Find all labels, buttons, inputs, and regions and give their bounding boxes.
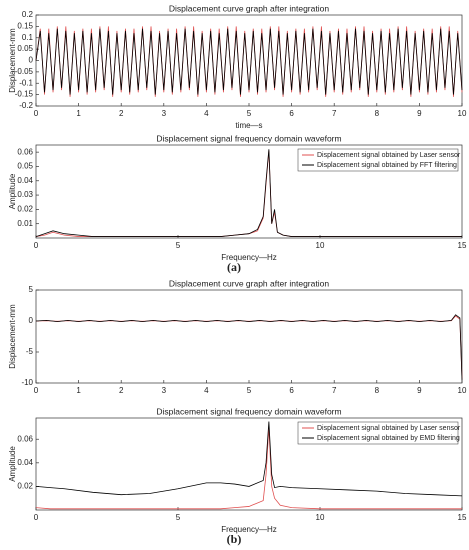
- x-tick-label: 5: [247, 386, 252, 395]
- x-tick-label: 15: [458, 241, 467, 250]
- y-tick-label: 0.06: [17, 147, 33, 156]
- x-tick-label: 3: [162, 109, 167, 118]
- y-tick-label: -0.15: [15, 90, 34, 99]
- x-tick-label: 0: [34, 386, 39, 395]
- y-tick-label: -10: [21, 378, 33, 387]
- y-tick-label: 0.05: [17, 162, 33, 171]
- x-tick-label: 4: [204, 386, 209, 395]
- x-tick-label: 0: [34, 241, 39, 250]
- y-tick-label: 0.15: [17, 21, 33, 30]
- legend-box: [297, 421, 459, 445]
- x-tick-label: 2: [119, 386, 124, 395]
- y-tick-label: 0.02: [17, 482, 33, 491]
- y-tick-label: 0.02: [17, 204, 33, 213]
- chart-title: Displacement curve graph after integrati…: [169, 3, 329, 13]
- x-tick-label: 7: [332, 386, 337, 395]
- y-axis-label: Displacement-mm: [8, 304, 17, 369]
- x-tick-label: 7: [332, 109, 337, 118]
- legend-label: Displacement signal obtained by Laser se…: [317, 152, 461, 159]
- x-tick-label: 2: [119, 109, 124, 118]
- x-tick-label: 10: [458, 109, 467, 118]
- x-tick-label: 5: [247, 109, 252, 118]
- series-line: [35, 314, 463, 380]
- plot-area: [35, 289, 463, 384]
- y-tick-label: 0: [29, 56, 34, 65]
- x-tick-label: 0: [34, 513, 39, 522]
- legend-box: [297, 148, 459, 172]
- panel-label: (a): [227, 260, 241, 274]
- legend-label: Displacement signal obtained by EMD filt…: [317, 435, 460, 442]
- y-tick-label: 0.05: [17, 44, 33, 53]
- y-tick-label: 0.01: [17, 219, 33, 228]
- y-tick-label: 0.06: [17, 434, 33, 443]
- y-tick-label: 5: [29, 285, 34, 294]
- x-tick-label: 4: [204, 109, 209, 118]
- x-tick-label: 8: [375, 386, 380, 395]
- y-tick-label: -0.1: [19, 78, 33, 87]
- y-axis-label: Displacement-mm: [8, 28, 17, 93]
- x-axis-label: time—s: [235, 121, 262, 130]
- x-tick-label: 10: [316, 241, 325, 250]
- x-tick-label: 1: [76, 386, 81, 395]
- x-tick-label: 5: [176, 513, 181, 522]
- series-line: [35, 421, 463, 497]
- series-line: [35, 28, 463, 95]
- legend-label: Displacement signal obtained by FFT filt…: [317, 162, 457, 169]
- y-tick-label: 0.04: [17, 458, 33, 467]
- y-tick-label: 0: [29, 316, 34, 325]
- x-axis-label: Frequency—Hz: [221, 253, 277, 262]
- x-tick-label: 9: [417, 386, 422, 395]
- x-tick-label: 8: [375, 109, 380, 118]
- chart-title: Displacement curve graph after integrati…: [169, 278, 329, 288]
- x-tick-label: 0: [34, 109, 39, 118]
- x-tick-label: 9: [417, 109, 422, 118]
- x-tick-label: 3: [162, 386, 167, 395]
- x-tick-label: 15: [458, 513, 467, 522]
- x-tick-label: 5: [176, 241, 181, 250]
- series-line: [35, 149, 462, 237]
- y-tick-label: 0.2: [22, 10, 34, 19]
- y-tick-label: 0.04: [17, 176, 33, 185]
- x-tick-label: 10: [316, 513, 325, 522]
- y-tick-label: 0.03: [17, 190, 33, 199]
- y-tick-label: -5: [26, 347, 34, 356]
- chart-title: Displacement signal frequency domain wav…: [156, 406, 341, 416]
- y-tick-label: 0.1: [22, 33, 34, 42]
- legend-label: Displacement signal obtained by Laser se…: [317, 425, 461, 432]
- x-tick-label: 6: [289, 109, 294, 118]
- x-tick-label: 1: [76, 109, 81, 118]
- x-axis-label: Frequency—Hz: [221, 525, 277, 534]
- x-tick-label: 6: [289, 386, 294, 395]
- y-axis-label: Amplitude: [8, 173, 17, 209]
- y-axis-label: Amplitude: [8, 446, 17, 482]
- chart-title: Displacement signal frequency domain wav…: [156, 133, 341, 143]
- y-tick-label: -0.05: [15, 67, 34, 76]
- y-tick-label: -0.2: [19, 101, 33, 110]
- panel-label: (b): [227, 532, 242, 546]
- x-tick-label: 10: [458, 386, 467, 395]
- series-line: [35, 427, 462, 510]
